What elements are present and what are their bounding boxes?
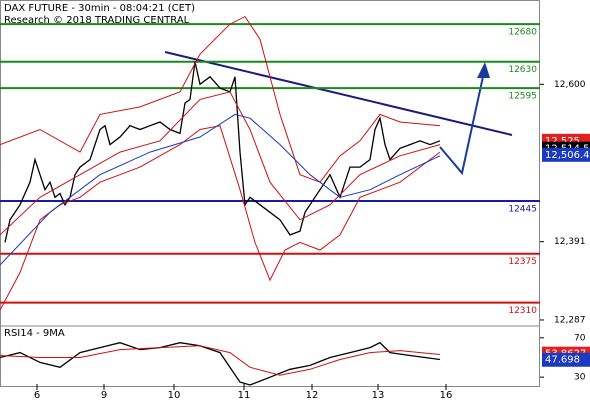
arrow-head: [477, 62, 490, 78]
price-box: [542, 147, 590, 162]
forecast-arrow: [439, 71, 485, 176]
series-line: [0, 345, 441, 376]
price-box-label: 12,525: [545, 136, 580, 147]
y-tick-label: 12,391: [554, 237, 586, 247]
series-line: [0, 91, 441, 236]
series-line: [0, 113, 441, 266]
x-tick-label: 13: [372, 390, 385, 400]
series-line: [0, 15, 441, 183]
series-line: [0, 125, 441, 311]
rsi-tick-label: 30: [574, 373, 586, 383]
x-tick-label: 11: [238, 390, 251, 400]
level-label: 12680: [508, 28, 537, 38]
x-tick-label: 16: [440, 390, 453, 400]
level-label: 12595: [508, 92, 537, 102]
chart-title: DAX FUTURE - 30min - 08:04:21 (CET): [4, 3, 195, 14]
price-box-label: 47.698: [545, 355, 580, 366]
level-label: 12375: [508, 257, 537, 267]
y-tick-label: 12,600: [554, 80, 586, 90]
x-tick-label: 10: [168, 390, 181, 400]
series-line: [4, 61, 441, 243]
trend-line: [164, 51, 513, 136]
price-box-label: 12,506.4: [545, 150, 590, 161]
price-box: [542, 352, 590, 367]
level-label: 12310: [508, 306, 537, 316]
frame: [0, 0, 540, 387]
level-label: 12630: [508, 65, 537, 75]
y-tick-label: 12,287: [554, 315, 586, 325]
level-label: 12445: [508, 205, 537, 215]
x-tick-label: 6: [34, 390, 40, 400]
x-tick-label: 9: [101, 390, 107, 400]
series-line: [0, 341, 441, 386]
chart-subtitle: Research © 2018 TRADING CENTRAL: [4, 15, 190, 26]
x-tick-label: 12: [306, 390, 319, 400]
rsi-label: RSI14 - 9MA: [4, 328, 65, 339]
rsi-tick-label: 70: [574, 333, 586, 343]
